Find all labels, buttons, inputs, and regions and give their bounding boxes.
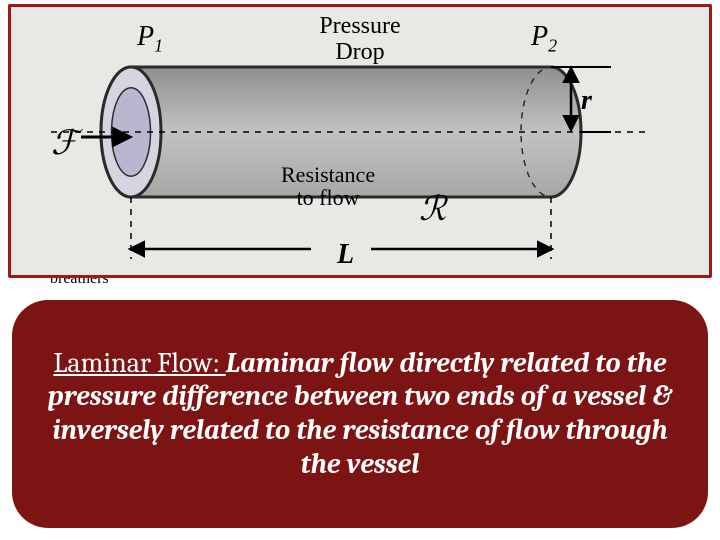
diagram-title: PressureDrop — [319, 13, 400, 66]
length-label: L — [337, 239, 354, 271]
resistance-text: Resistanceto flow — [281, 163, 375, 209]
caption-text: Laminar Flow: Laminar flow directly rela… — [40, 347, 680, 481]
resistance-symbol: ℛ — [419, 189, 446, 229]
p1-label: P1 — [137, 21, 163, 57]
p2-label: P2 — [531, 21, 557, 57]
caption-lead: Laminar Flow: — [53, 347, 225, 379]
radius-label: r — [581, 85, 592, 117]
caption-panel: Laminar Flow: Laminar flow directly rela… — [12, 300, 708, 528]
flow-symbol: ℱ — [51, 123, 78, 163]
pressure-drop-diagram: PressureDrop P1 P2 ℱ r Resistanceto flow… — [8, 4, 712, 278]
